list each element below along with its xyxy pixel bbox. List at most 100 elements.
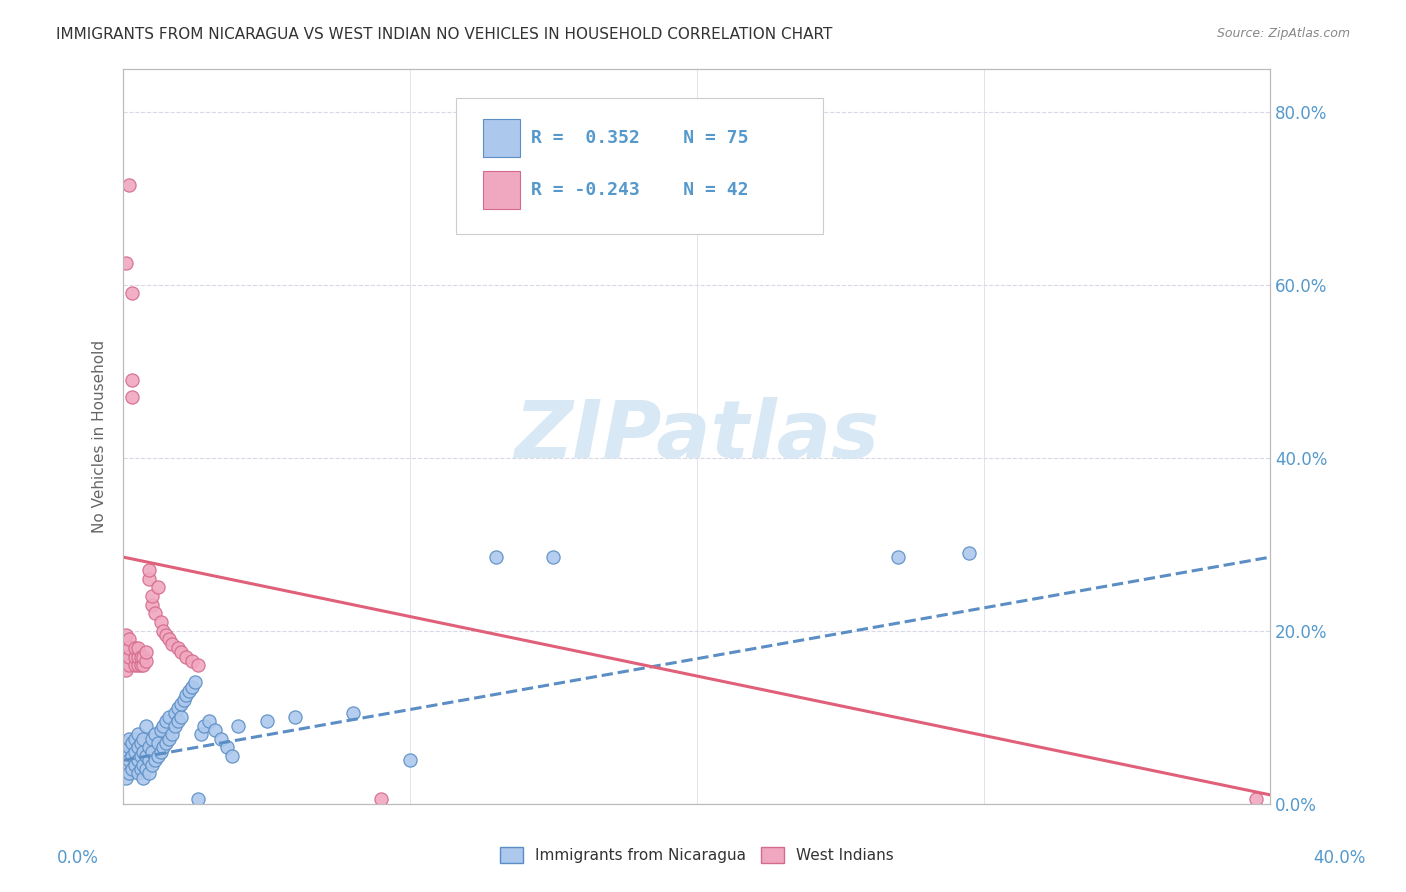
Point — [127, 640, 149, 655]
Point — [121, 736, 143, 750]
Point — [132, 731, 155, 746]
Point — [127, 740, 149, 755]
Point — [129, 658, 152, 673]
Point — [187, 792, 209, 806]
Point — [215, 740, 238, 755]
Point — [138, 753, 160, 767]
Point — [143, 727, 166, 741]
Point — [209, 731, 232, 746]
Point — [132, 658, 155, 673]
Point — [157, 632, 180, 647]
Point — [166, 640, 188, 655]
Y-axis label: No Vehicles in Household: No Vehicles in Household — [93, 340, 107, 533]
Point — [115, 745, 138, 759]
Text: Source: ZipAtlas.com: Source: ZipAtlas.com — [1216, 27, 1350, 40]
Text: R =  0.352    N = 75: R = 0.352 N = 75 — [530, 129, 748, 147]
Point — [181, 680, 204, 694]
Point — [121, 749, 143, 764]
Point — [163, 719, 186, 733]
Point — [118, 740, 141, 755]
Point — [127, 649, 149, 664]
Point — [181, 654, 204, 668]
Point — [135, 762, 157, 776]
Point — [115, 256, 138, 270]
Point — [155, 736, 177, 750]
Point — [957, 546, 980, 560]
Point — [115, 663, 138, 677]
Point — [146, 749, 169, 764]
Point — [204, 723, 226, 737]
Point — [132, 745, 155, 759]
Point — [118, 753, 141, 767]
Point — [115, 628, 138, 642]
Point — [121, 373, 143, 387]
Point — [176, 649, 198, 664]
Point — [124, 649, 146, 664]
Point — [121, 762, 143, 776]
Point — [121, 286, 143, 301]
Point — [169, 697, 191, 711]
Point — [118, 649, 141, 664]
Point — [135, 654, 157, 668]
Point — [157, 710, 180, 724]
Point — [157, 731, 180, 746]
Point — [124, 658, 146, 673]
Point — [152, 624, 174, 638]
Point — [121, 390, 143, 404]
Point — [129, 736, 152, 750]
Point — [160, 727, 183, 741]
Point — [226, 719, 249, 733]
Point — [127, 753, 149, 767]
Point — [370, 792, 392, 806]
Point — [138, 740, 160, 755]
Point — [124, 757, 146, 772]
Point — [155, 714, 177, 729]
Point — [1244, 792, 1267, 806]
Point — [179, 684, 201, 698]
Text: IMMIGRANTS FROM NICARAGUA VS WEST INDIAN NO VEHICLES IN HOUSEHOLD CORRELATION CH: IMMIGRANTS FROM NICARAGUA VS WEST INDIAN… — [56, 27, 832, 42]
Point — [141, 589, 163, 603]
Point — [127, 727, 149, 741]
Point — [129, 649, 152, 664]
Point — [176, 689, 198, 703]
Point — [886, 550, 908, 565]
Point — [129, 762, 152, 776]
Point — [135, 719, 157, 733]
Text: R = -0.243    N = 42: R = -0.243 N = 42 — [530, 181, 748, 199]
Point — [155, 628, 177, 642]
Point — [173, 693, 195, 707]
Point — [198, 714, 221, 729]
Point — [129, 749, 152, 764]
Point — [485, 550, 508, 565]
Point — [141, 598, 163, 612]
Point — [127, 766, 149, 780]
Point — [146, 736, 169, 750]
Point — [132, 649, 155, 664]
Point — [141, 757, 163, 772]
Point — [141, 745, 163, 759]
Point — [115, 757, 138, 772]
Point — [118, 658, 141, 673]
Point — [115, 654, 138, 668]
Point — [124, 731, 146, 746]
Point — [124, 745, 146, 759]
Point — [152, 719, 174, 733]
FancyBboxPatch shape — [484, 170, 520, 209]
Point — [149, 723, 172, 737]
Point — [190, 727, 212, 741]
Point — [115, 736, 138, 750]
Point — [166, 714, 188, 729]
Point — [115, 637, 138, 651]
Point — [143, 607, 166, 621]
Point — [184, 675, 207, 690]
Point — [138, 563, 160, 577]
Point — [118, 632, 141, 647]
Point — [166, 701, 188, 715]
Text: 0.0%: 0.0% — [56, 849, 98, 867]
Point — [115, 645, 138, 659]
Point — [135, 749, 157, 764]
Point — [118, 766, 141, 780]
Point — [169, 645, 191, 659]
Point — [399, 753, 422, 767]
Point — [221, 749, 243, 764]
